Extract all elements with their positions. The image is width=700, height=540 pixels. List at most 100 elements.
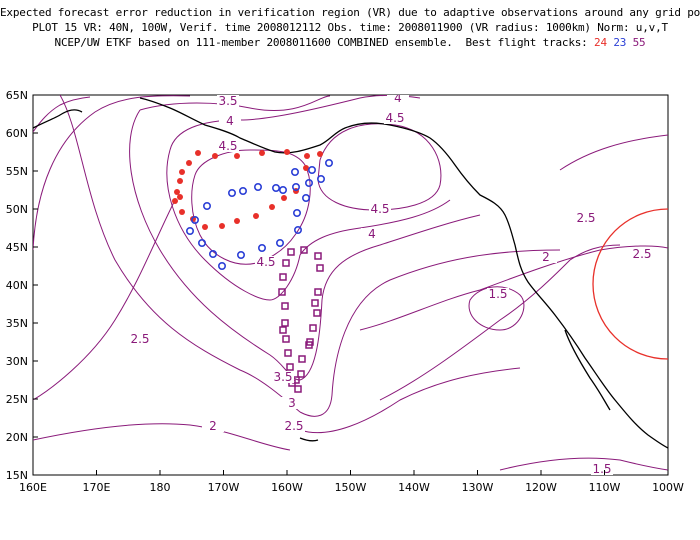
purple-track-point — [297, 370, 305, 378]
purple-track-point — [282, 259, 290, 267]
latitude-labels: 65N 60N 55N 50N 45N 40N 35N 30N 25N 20N 15N — [6, 89, 38, 482]
purple-track-point — [294, 385, 302, 393]
contour-2-bottom — [33, 423, 291, 451]
longitude-labels: 160E 170E 180 170W 160W 150W 140W 130W 120W 110W 1… — [19, 470, 684, 494]
map-frame — [32, 94, 669, 476]
title-line-1: Expected forecast error reduction in ver… — [0, 6, 700, 19]
red-track-point — [259, 150, 265, 156]
red-flight-track — [172, 149, 323, 230]
red-track-point — [269, 204, 275, 210]
blue-track-point — [304, 179, 313, 188]
blue-track-point — [307, 166, 316, 175]
purple-track-point — [314, 252, 322, 260]
red-track-point — [195, 150, 201, 156]
blue-track-point — [290, 168, 299, 177]
purple-track-point — [287, 248, 295, 256]
blue-track-point — [291, 183, 300, 192]
title-line-2: PLOT 15 VR: 40N, 100W, Verif. time 20080… — [32, 21, 668, 34]
contour-label: 2.5 — [284, 419, 303, 433]
purple-track-point — [281, 302, 289, 310]
contour-label: 2 — [542, 250, 550, 264]
contour-2-5-right — [359, 245, 668, 331]
red-track-point — [304, 153, 310, 159]
red-track-point — [303, 165, 309, 171]
blue-track-point — [209, 250, 218, 259]
purple-track-point — [279, 326, 287, 334]
blue-track-point — [293, 226, 302, 235]
contour-4-right — [269, 199, 451, 301]
coastlines — [33, 97, 668, 449]
red-track-point — [281, 195, 287, 201]
contour-label: 4.5 — [385, 111, 404, 125]
contour-3-5-top — [139, 95, 331, 111]
title-line-3: NCEP/UW ETKF based on 111-member 2008011… — [0, 36, 700, 49]
lon-label: 130W — [462, 481, 494, 494]
track-red-count: 24 — [594, 36, 607, 49]
red-track-point — [179, 209, 185, 215]
purple-track-point — [311, 299, 319, 307]
purple-track-point — [286, 363, 294, 371]
contour-2-5-bottom — [299, 367, 521, 434]
red-track-point — [177, 178, 183, 184]
red-track-point — [234, 153, 240, 159]
lat-label: 40N — [6, 279, 28, 292]
lon-label: 160W — [271, 481, 303, 494]
lon-label: 180 — [150, 481, 171, 494]
contour-label: 4 — [394, 91, 402, 105]
red-track-point — [219, 223, 225, 229]
lon-label: 100W — [652, 481, 684, 494]
blue-track-point — [271, 184, 280, 193]
contour-label: 2.5 — [632, 247, 651, 261]
purple-track-point — [314, 288, 322, 296]
purple-track-point — [281, 319, 289, 327]
purple-track-point — [279, 273, 287, 281]
verification-region-circle — [592, 208, 668, 360]
red-track-point — [186, 160, 192, 166]
contour-4-top — [169, 95, 421, 151]
blue-track-point — [301, 194, 310, 203]
blue-track-point — [186, 227, 195, 236]
lon-label: 120W — [525, 481, 557, 494]
blue-track-point — [228, 189, 237, 198]
lat-label: 25N — [6, 393, 28, 406]
purple-track-point — [298, 355, 306, 363]
purple-track-point — [300, 246, 308, 254]
lat-label: 65N — [6, 89, 28, 102]
purple-flight-track — [278, 246, 324, 393]
contour-1-5-a — [33, 96, 91, 133]
lon-label: 110W — [589, 481, 621, 494]
purple-track-point — [306, 338, 314, 346]
contour-label: 2.5 — [130, 332, 149, 346]
red-track-point — [212, 153, 218, 159]
contour-4-5-right — [317, 123, 442, 211]
contour-label: 1.5 — [592, 462, 611, 476]
purple-track-point — [313, 309, 321, 317]
lat-label: 60N — [6, 127, 28, 140]
title-line-3-text: NCEP/UW ETKF based on 111-member 2008011… — [54, 36, 595, 49]
blue-track-point — [316, 175, 325, 184]
lon-label: 160E — [19, 481, 47, 494]
blue-track-point — [275, 239, 284, 248]
red-track-point — [177, 194, 183, 200]
contour-label: 1.5 — [488, 287, 507, 301]
lon-label: 150W — [335, 481, 367, 494]
blue-track-point — [198, 239, 207, 248]
contour-4-left — [166, 149, 271, 301]
contour-3-a — [59, 95, 301, 413]
contour-label: 3.5 — [218, 94, 237, 108]
contour-1-5-bottom — [499, 457, 668, 471]
lat-label: 30N — [6, 355, 28, 368]
coast-north-america — [139, 97, 668, 449]
contour-3-5-c — [299, 214, 481, 381]
blue-track-point — [239, 187, 248, 196]
lon-label: 170E — [83, 481, 111, 494]
lat-label: 55N — [6, 165, 28, 178]
lon-label: 170W — [208, 481, 240, 494]
blue-track-point — [292, 209, 301, 218]
contour-2-outer — [33, 95, 191, 251]
contour-3-right — [559, 134, 668, 171]
purple-track-point — [309, 324, 317, 332]
coast-kamchatka — [33, 109, 83, 129]
red-track-point — [317, 151, 323, 157]
blue-track-point — [278, 186, 287, 195]
